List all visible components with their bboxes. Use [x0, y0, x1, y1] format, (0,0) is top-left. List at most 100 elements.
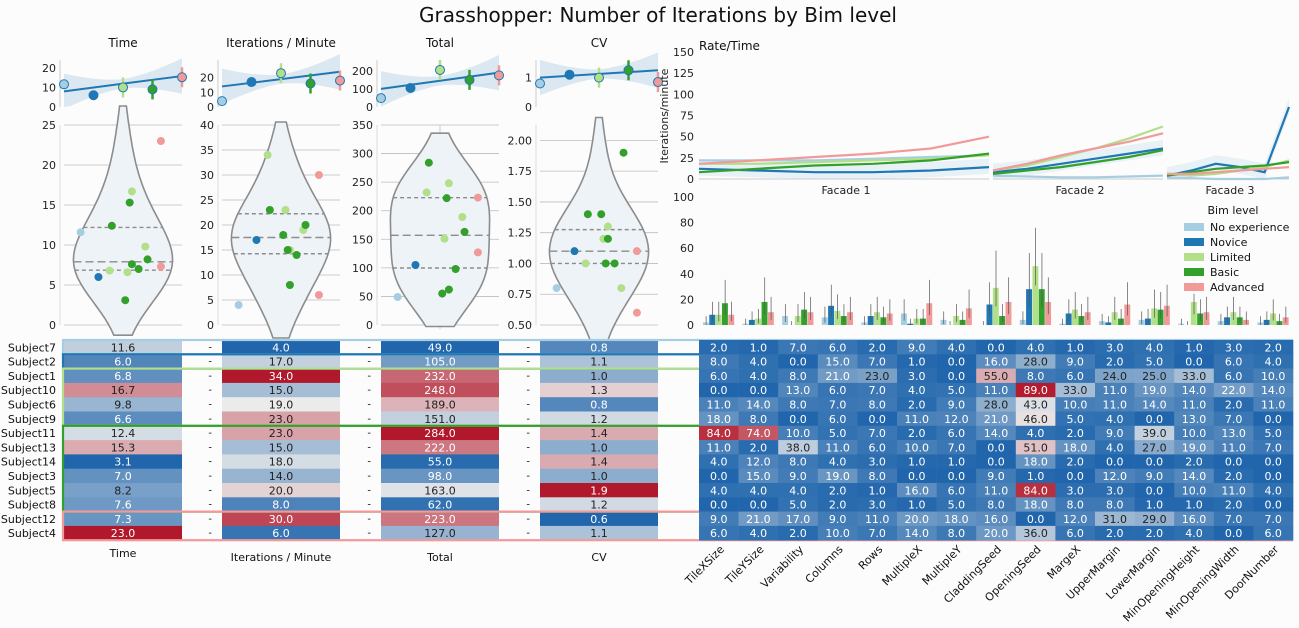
heatmap-cell: [540, 440, 658, 455]
heatmap-cell: [936, 440, 977, 455]
row-label: Subject10: [1, 384, 56, 397]
panel-title: Rate/Time: [699, 39, 760, 53]
cell-value: 3.0: [1106, 341, 1124, 354]
data-point: [473, 248, 482, 257]
y-tick-label: 1.25: [508, 227, 533, 240]
cell-value: 5.0: [829, 427, 847, 440]
cell-value: 163.0: [424, 484, 456, 497]
cell-value: 0.0: [868, 413, 886, 426]
heatmap-cell: [857, 354, 898, 369]
cell-value: 11.0: [1103, 399, 1128, 412]
heatmap-cell: [857, 497, 898, 512]
heatmap-cell: [1174, 340, 1215, 355]
row-label: Subject12: [1, 513, 56, 526]
heatmap-cell: [1015, 511, 1056, 527]
heatmap-cell: [64, 340, 182, 355]
cell-value: 4.0: [272, 341, 290, 354]
heatmap-cell: [222, 468, 340, 484]
heatmap-cell: [857, 340, 898, 355]
heatmap-cell: [857, 382, 898, 398]
tick-mark: -: [367, 371, 371, 382]
heatmap-cell: [1095, 497, 1135, 512]
cell-value: 33.0: [1063, 384, 1088, 397]
cell-value: 2.0: [750, 441, 768, 454]
cell-value: 2.0: [1225, 499, 1243, 512]
cell-value: 7.0: [789, 341, 807, 354]
cell-value: 5.0: [789, 499, 807, 512]
cell-value: 24.0: [1103, 370, 1128, 383]
heatmap-cell: [738, 497, 779, 512]
heatmap-cell: [1095, 368, 1135, 384]
data-point: [444, 285, 453, 294]
cell-value: 8.0: [789, 399, 807, 412]
data-point: [632, 247, 641, 256]
data-point: [123, 268, 132, 277]
y-tick-label: 60: [680, 242, 694, 255]
cell-value: 4.0: [1264, 484, 1282, 497]
heatmap-cell: [817, 340, 858, 355]
tick-mark: -: [367, 457, 371, 468]
data-point: [632, 308, 641, 317]
cell-value: 6.0: [948, 484, 966, 497]
cell-value: 7.0: [1264, 513, 1282, 526]
cell-value: 10.0: [786, 427, 811, 440]
heatmap-cell: [64, 468, 182, 484]
cell-value: 28.0: [984, 399, 1009, 412]
y-tick-label: 100: [352, 262, 373, 275]
cell-value: 8.0: [1027, 370, 1045, 383]
facade-label: Facade 1: [821, 184, 870, 197]
heatmap-cell: [897, 440, 937, 455]
cell-value: 11.0: [1182, 399, 1207, 412]
heatmap-cell: [1253, 425, 1294, 441]
cell-value: 14.0: [269, 470, 294, 483]
cell-value: 30.0: [269, 513, 294, 526]
cell-value: 49.0: [428, 341, 453, 354]
row-label: Subject7: [8, 341, 56, 354]
cell-value: 13.0: [1182, 413, 1207, 426]
y-tick-label: 125: [673, 67, 694, 80]
y-tick-label: 0.75: [508, 288, 533, 301]
heatmap-cell: [976, 468, 1017, 484]
cell-value: 8.0: [868, 470, 886, 483]
mean-point: [494, 70, 504, 81]
mean-point: [464, 74, 475, 85]
cell-value: 2.0: [829, 499, 847, 512]
data-point: [94, 273, 103, 281]
tick-mark: -: [208, 357, 212, 368]
cell-value: 8.0: [987, 499, 1005, 512]
heatmap-cell: [1055, 425, 1096, 441]
cell-value: 0.0: [710, 499, 728, 512]
cell-value: 8.0: [750, 413, 768, 426]
heatmap-cell: [540, 354, 658, 369]
cell-value: 127.0: [424, 527, 456, 540]
cell-value: 62.0: [428, 499, 453, 512]
y-tick-label: 20: [200, 72, 214, 85]
heatmap-cell: [1213, 382, 1254, 398]
tick-mark: -: [367, 428, 371, 439]
cell-value: 6.0: [1066, 527, 1084, 540]
data-point: [121, 296, 130, 305]
heatmap-cell: [1134, 340, 1175, 355]
data-point: [252, 236, 261, 244]
heatmap-cell: [1055, 468, 1096, 484]
cell-value: 27.0: [1142, 441, 1167, 454]
cell-value: 4.0: [750, 527, 768, 540]
heatmap-cell: [857, 468, 898, 484]
y-tick-label: 1.00: [508, 257, 533, 270]
violin-body: [389, 132, 491, 328]
facade-label: Facade 3: [1205, 184, 1254, 197]
cell-value: 3.0: [1106, 484, 1124, 497]
heatmap-cell: [1055, 497, 1096, 512]
cell-value: 4.0: [948, 341, 966, 354]
cell-value: 4.0: [908, 384, 926, 397]
cell-value: 1.0: [908, 499, 926, 512]
cell-value: 84.0: [707, 427, 732, 440]
heatmap-cell: [1095, 411, 1135, 427]
heatmap-cell: [381, 440, 499, 455]
heatmap-cell: [738, 483, 779, 498]
cell-value: 6.0: [1225, 370, 1243, 383]
cell-value: 2.0: [1066, 456, 1084, 469]
cell-value: 4.0: [789, 484, 807, 497]
cell-value: 11.0: [865, 513, 890, 526]
heatmap-cell: [976, 525, 1017, 541]
